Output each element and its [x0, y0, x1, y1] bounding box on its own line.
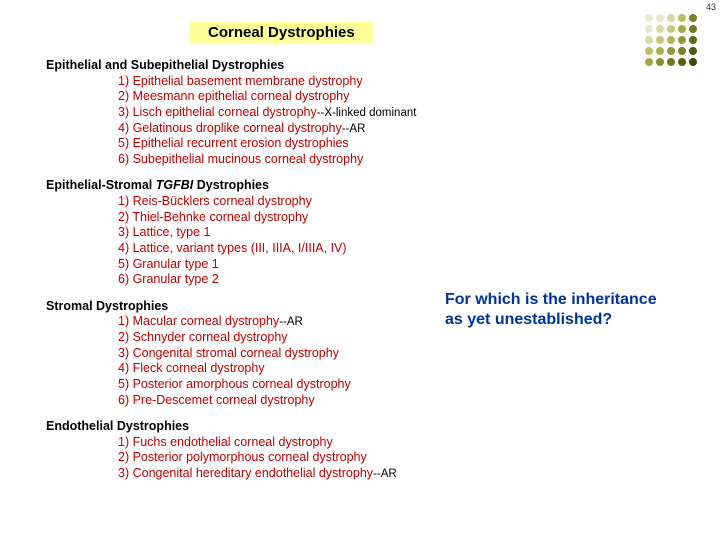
list-item: 2) Schnyder corneal dystrophy	[46, 330, 416, 346]
list-item: 3) Congenital stromal corneal dystrophy	[46, 346, 416, 362]
decorative-dot	[689, 25, 697, 33]
list-item: 3) Congenital hereditary endothelial dys…	[46, 466, 416, 482]
decorative-dot	[656, 36, 664, 44]
section-title: Stromal Dystrophies	[46, 299, 416, 315]
section: Epithelial and Subepithelial Dystrophies…	[46, 58, 416, 167]
page-number: 43	[706, 2, 716, 12]
decorative-dot	[645, 36, 653, 44]
list-item: 1) Fuchs endothelial corneal dystrophy	[46, 435, 416, 451]
list-item: 2) Posterior polymorphous corneal dystro…	[46, 450, 416, 466]
list-item: 2) Meesmann epithelial corneal dystrophy	[46, 89, 416, 105]
decorative-dot	[656, 25, 664, 33]
list-item: 3) Lisch epithelial corneal dystrophy--X…	[46, 105, 416, 121]
decorative-dot	[667, 25, 675, 33]
decorative-dot	[656, 47, 664, 55]
decorative-dot	[689, 36, 697, 44]
decorative-dot	[689, 47, 697, 55]
list-item: 3) Lattice, type 1	[46, 225, 416, 241]
section-title: Epithelial-Stromal TGFBI Dystrophies	[46, 178, 416, 194]
list-item: 6) Pre-Descemet corneal dystrophy	[46, 393, 416, 409]
decorative-dot	[678, 58, 686, 66]
list-item: 4) Lattice, variant types (III, IIIA, I/…	[46, 241, 416, 257]
decorative-dot	[656, 58, 664, 66]
decorative-dot	[678, 14, 686, 22]
decorative-dot	[667, 14, 675, 22]
decorative-dot	[678, 25, 686, 33]
annotation: --AR	[342, 123, 366, 135]
list-item: 4) Gelatinous droplike corneal dystrophy…	[46, 121, 416, 137]
annotation: --AR	[279, 316, 303, 328]
decorative-dot	[667, 58, 675, 66]
decorative-dot	[678, 47, 686, 55]
list-item: 2) Thiel-Behnke corneal dystrophy	[46, 210, 416, 226]
section: Endothelial Dystrophies1) Fuchs endothel…	[46, 419, 416, 482]
list-item: 1) Reis-Bücklers corneal dystrophy	[46, 194, 416, 210]
list-item: 6) Subepithelial mucinous corneal dystro…	[46, 152, 416, 168]
question-line-2: as yet unestablished?	[445, 311, 612, 328]
list-item: 5) Posterior amorphous corneal dystrophy	[46, 377, 416, 393]
question-line-1: For which is the inheritance	[445, 291, 657, 308]
slide-title: Corneal Dystrophies	[190, 22, 373, 43]
decorative-dot	[667, 47, 675, 55]
section: Epithelial-Stromal TGFBI Dystrophies1) R…	[46, 178, 416, 287]
decorative-dot	[689, 14, 697, 22]
section: Stromal Dystrophies1) Macular corneal dy…	[46, 299, 416, 408]
content-body: Epithelial and Subepithelial Dystrophies…	[46, 58, 416, 493]
section-title: Epithelial and Subepithelial Dystrophies	[46, 58, 416, 74]
decorative-dot	[645, 14, 653, 22]
decorative-dot	[667, 36, 675, 44]
question-text: For which is the inheritance as yet unes…	[445, 290, 657, 330]
list-item: 5) Epithelial recurrent erosion dystroph…	[46, 136, 416, 152]
decorative-dot	[645, 58, 653, 66]
decorative-dot-grid	[645, 14, 698, 67]
decorative-dot	[689, 58, 697, 66]
list-item: 5) Granular type 1	[46, 257, 416, 273]
annotation: --X-linked dominant	[317, 107, 417, 119]
list-item: 1) Epithelial basement membrane dystroph…	[46, 74, 416, 90]
decorative-dot	[656, 14, 664, 22]
decorative-dot	[645, 47, 653, 55]
annotation: --AR	[373, 468, 397, 480]
list-item: 6) Granular type 2	[46, 272, 416, 288]
list-item: 1) Macular corneal dystrophy--AR	[46, 314, 416, 330]
decorative-dot	[678, 36, 686, 44]
list-item: 4) Fleck corneal dystrophy	[46, 361, 416, 377]
section-title: Endothelial Dystrophies	[46, 419, 416, 435]
decorative-dot	[645, 25, 653, 33]
